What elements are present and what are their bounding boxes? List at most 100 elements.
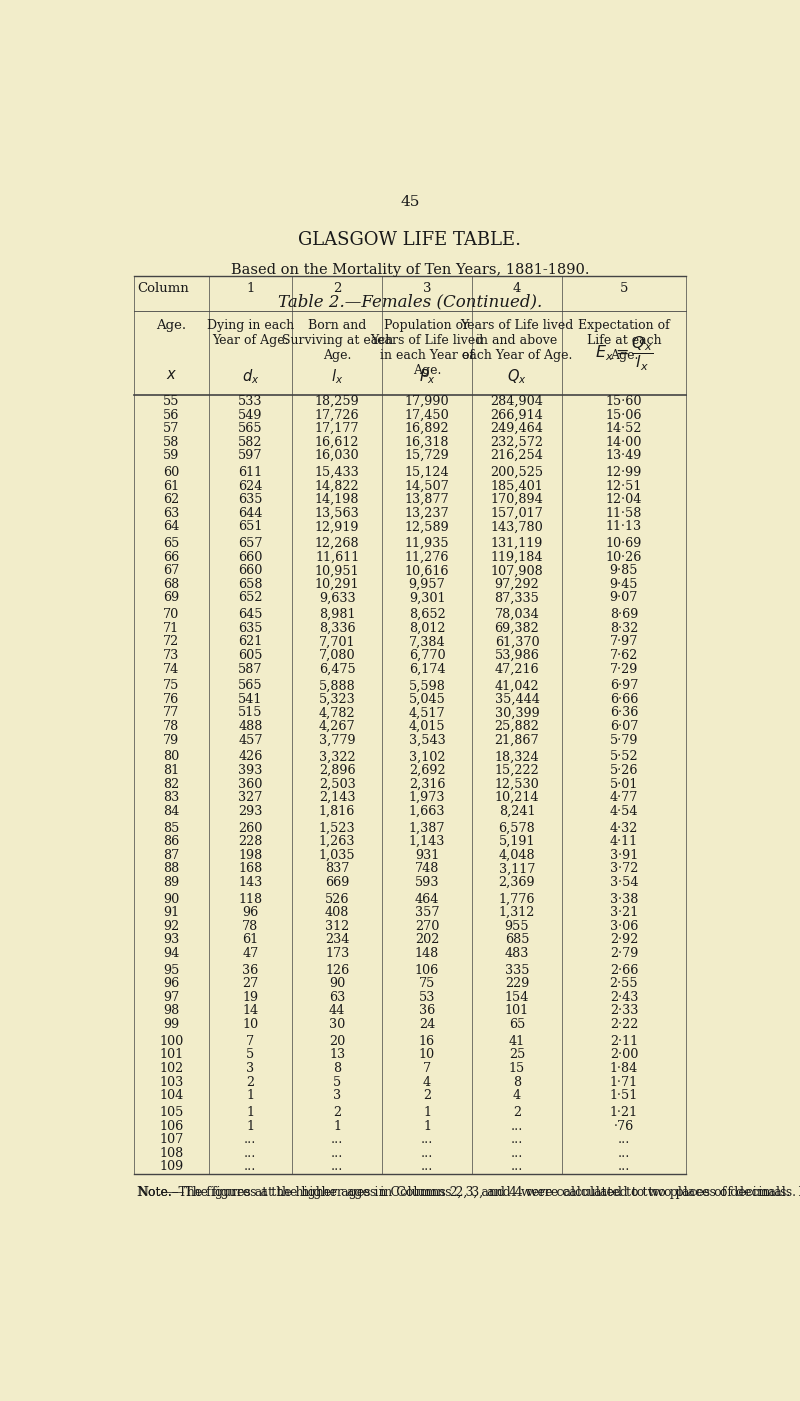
Text: 582: 582 [238, 436, 262, 448]
Text: 4·54: 4·54 [610, 804, 638, 818]
Text: 4,267: 4,267 [319, 720, 355, 733]
Text: 12·04: 12·04 [606, 493, 642, 506]
Text: 10·26: 10·26 [606, 551, 642, 563]
Text: 652: 652 [238, 591, 262, 604]
Text: 21,867: 21,867 [494, 734, 539, 747]
Text: 4,517: 4,517 [409, 706, 446, 720]
Text: 533: 533 [238, 395, 262, 408]
Text: 5·52: 5·52 [610, 751, 638, 764]
Text: 8,336: 8,336 [319, 622, 355, 635]
Text: 635: 635 [238, 622, 262, 635]
Text: 5: 5 [620, 283, 628, 296]
Text: 9·07: 9·07 [610, 591, 638, 604]
Text: 61: 61 [163, 479, 179, 493]
Text: 13,563: 13,563 [314, 507, 359, 520]
Text: 2: 2 [423, 1089, 431, 1103]
Text: 9,633: 9,633 [319, 591, 355, 604]
Text: 78,034: 78,034 [494, 608, 539, 621]
Text: 8: 8 [333, 1062, 342, 1075]
Text: 148: 148 [415, 947, 439, 960]
Text: 5: 5 [246, 1048, 254, 1062]
Text: 1: 1 [423, 1105, 431, 1119]
Text: 605: 605 [238, 649, 262, 661]
Text: ...: ... [244, 1146, 257, 1160]
Text: 105: 105 [159, 1105, 183, 1119]
Text: 107: 107 [159, 1133, 183, 1146]
Text: 1: 1 [246, 283, 254, 296]
Text: 3,117: 3,117 [498, 862, 535, 876]
Text: 20: 20 [329, 1035, 346, 1048]
Text: 3,779: 3,779 [319, 734, 355, 747]
Text: 7·62: 7·62 [610, 649, 638, 661]
Text: 185,401: 185,401 [490, 479, 543, 493]
Text: 12,268: 12,268 [315, 537, 359, 551]
Text: 2·66: 2·66 [610, 964, 638, 976]
Text: ...: ... [510, 1160, 523, 1173]
Text: 69,382: 69,382 [494, 622, 539, 635]
Text: 5·26: 5·26 [610, 764, 638, 778]
Text: 837: 837 [325, 862, 350, 876]
Text: 4,782: 4,782 [319, 706, 355, 720]
Text: 2·43: 2·43 [610, 991, 638, 1005]
Text: 72: 72 [163, 636, 179, 649]
Text: 6·36: 6·36 [610, 706, 638, 720]
Text: 8·32: 8·32 [610, 622, 638, 635]
Text: 16,030: 16,030 [315, 450, 359, 462]
Text: 63: 63 [329, 991, 346, 1005]
Text: 109: 109 [159, 1160, 183, 1173]
Text: 2·33: 2·33 [610, 1005, 638, 1017]
Text: 1,035: 1,035 [319, 849, 355, 862]
Text: 14·00: 14·00 [606, 436, 642, 448]
Text: 488: 488 [238, 720, 262, 733]
Text: $l_x$: $l_x$ [331, 367, 343, 387]
Text: 4,048: 4,048 [498, 849, 535, 862]
Text: 168: 168 [238, 862, 262, 876]
Text: 69: 69 [163, 591, 179, 604]
Text: 1,263: 1,263 [319, 835, 355, 848]
Text: 18,259: 18,259 [314, 395, 359, 408]
Text: 104: 104 [159, 1089, 183, 1103]
Text: 2,896: 2,896 [319, 764, 355, 778]
Text: 6·07: 6·07 [610, 720, 638, 733]
Text: 25,882: 25,882 [494, 720, 539, 733]
Text: 2: 2 [513, 1105, 521, 1119]
Text: 464: 464 [415, 892, 439, 905]
Text: 565: 565 [238, 422, 262, 436]
Text: GLASGOW LIFE TABLE.: GLASGOW LIFE TABLE. [298, 231, 522, 249]
Text: 17,726: 17,726 [315, 409, 359, 422]
Text: 8,012: 8,012 [409, 622, 446, 635]
Text: 89: 89 [163, 876, 179, 888]
Text: 143: 143 [238, 876, 262, 888]
Text: 3·72: 3·72 [610, 862, 638, 876]
Text: 45: 45 [400, 195, 420, 209]
Text: 549: 549 [238, 409, 262, 422]
Text: 457: 457 [238, 734, 262, 747]
Text: 526: 526 [325, 892, 350, 905]
Text: 229: 229 [505, 978, 529, 991]
Text: 83: 83 [163, 792, 179, 804]
Text: 5,045: 5,045 [409, 693, 446, 706]
Text: 11·13: 11·13 [606, 520, 642, 534]
Text: 95: 95 [163, 964, 179, 976]
Text: 27: 27 [242, 978, 258, 991]
Text: 91: 91 [163, 906, 179, 919]
Text: 14,198: 14,198 [315, 493, 359, 506]
Text: 12,589: 12,589 [405, 520, 450, 534]
Text: 657: 657 [238, 537, 262, 551]
Text: 102: 102 [159, 1062, 183, 1075]
Text: 198: 198 [238, 849, 262, 862]
Text: 1·51: 1·51 [610, 1089, 638, 1103]
Text: 71: 71 [163, 622, 179, 635]
Text: 56: 56 [163, 409, 179, 422]
Text: 3: 3 [422, 283, 431, 296]
Text: ...: ... [421, 1133, 434, 1146]
Text: 12,919: 12,919 [315, 520, 359, 534]
Text: 5,323: 5,323 [318, 693, 355, 706]
Text: 955: 955 [505, 920, 530, 933]
Text: 101: 101 [505, 1005, 529, 1017]
Text: 73: 73 [163, 649, 179, 661]
Text: ·76: ·76 [614, 1119, 634, 1132]
Text: 14,822: 14,822 [315, 479, 359, 493]
Text: 15,222: 15,222 [494, 764, 539, 778]
Text: 13,237: 13,237 [405, 507, 450, 520]
